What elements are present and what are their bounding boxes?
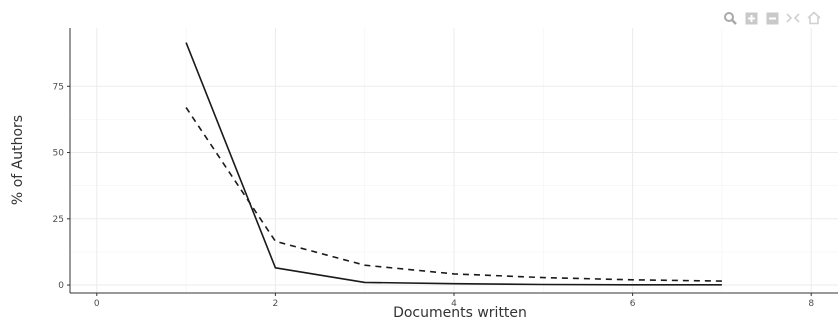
series-lines xyxy=(185,42,722,286)
plot-toolbar xyxy=(723,9,821,27)
tick-labels: 0 2 4 6 8 0 25 50 75 xyxy=(53,82,815,309)
zoom-icon[interactable] xyxy=(723,11,737,25)
series-line-solid xyxy=(185,42,722,286)
y-tick-label: 50 xyxy=(53,149,65,159)
x-axis-title: Documents written xyxy=(393,305,527,320)
y-tick-label: 25 xyxy=(53,215,64,225)
x-tick-label: 0 xyxy=(94,299,100,309)
x-tick-label: 4 xyxy=(451,299,457,309)
autoscale-icon[interactable] xyxy=(786,11,800,25)
zoom-in-icon[interactable] xyxy=(744,11,758,25)
y-tick-label: 0 xyxy=(58,281,64,291)
x-tick-label: 8 xyxy=(808,299,814,309)
home-icon[interactable] xyxy=(807,11,821,25)
grid-lines xyxy=(70,28,838,293)
y-axis-title: % of Authors xyxy=(10,115,26,205)
axes xyxy=(67,28,838,296)
x-tick-label: 2 xyxy=(273,299,279,309)
series-line-dashed xyxy=(185,107,722,282)
x-tick-label: 6 xyxy=(630,299,636,309)
y-tick-label: 75 xyxy=(53,82,64,92)
zoom-out-icon[interactable] xyxy=(765,11,779,25)
